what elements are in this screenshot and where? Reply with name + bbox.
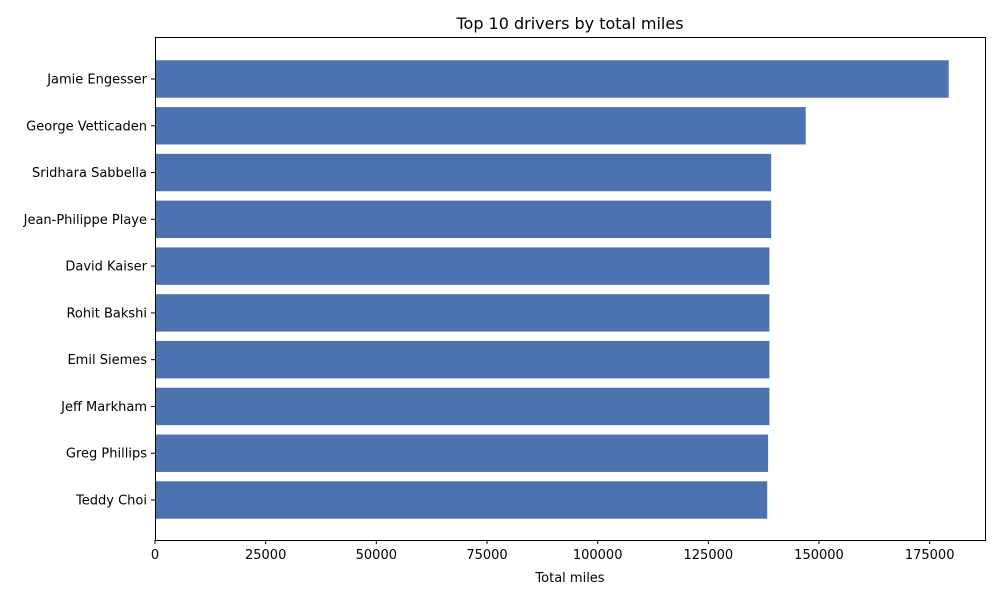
x-tick-label: 175000: [905, 548, 955, 563]
x-axis-label: Total miles: [534, 571, 604, 586]
bar-emil-siemes: [155, 340, 770, 379]
y-tick-label: Sridhara Sabbella: [32, 166, 147, 181]
bar-teddy-choi: [155, 481, 768, 519]
y-tick-label: Jean-Philippe Playe: [23, 213, 147, 228]
y-tick-label: Greg Phillips: [66, 447, 147, 462]
x-axis-ticks: 0 25000 50000 75000 100000 125000 150000 175000: [151, 540, 955, 563]
y-tick-label: Rohit Bakshi: [66, 306, 147, 321]
y-tick-label: George Vetticaden: [26, 119, 147, 134]
y-axis-ticks: Jamie Engesser George Vetticaden Sridhara …: [23, 73, 155, 509]
bar-george-vetticaden: [155, 107, 806, 145]
x-tick-label: 50000: [356, 548, 397, 563]
y-tick-label: Jamie Engesser: [46, 73, 147, 88]
y-tick-label: David Kaiser: [65, 260, 147, 275]
y-tick-label: Teddy Choi: [75, 494, 147, 509]
x-tick-label: 75000: [466, 548, 507, 563]
y-tick-label: Emil Siemes: [67, 353, 147, 368]
bar-rohit-bakshi: [155, 294, 770, 332]
bar-greg-phillips: [155, 434, 769, 472]
bar-jeff-markham: [155, 387, 770, 426]
x-tick-label: 150000: [794, 548, 844, 563]
bar-jean-philippe-playe: [155, 200, 772, 239]
x-tick-label: 125000: [684, 548, 734, 563]
x-tick-label: 100000: [573, 548, 623, 563]
chart-title: Top 10 drivers by total miles: [455, 14, 683, 33]
bars-layer: [155, 60, 949, 519]
axes-frame: [155, 37, 986, 541]
x-tick-label: 0: [151, 548, 159, 563]
bar-jamie-engesser: [155, 60, 949, 98]
bar-david-kaiser: [155, 247, 770, 285]
bar-sridhara-sabbella: [155, 153, 772, 192]
y-tick-label: Jeff Markham: [60, 400, 147, 415]
x-tick-label: 25000: [245, 548, 286, 563]
